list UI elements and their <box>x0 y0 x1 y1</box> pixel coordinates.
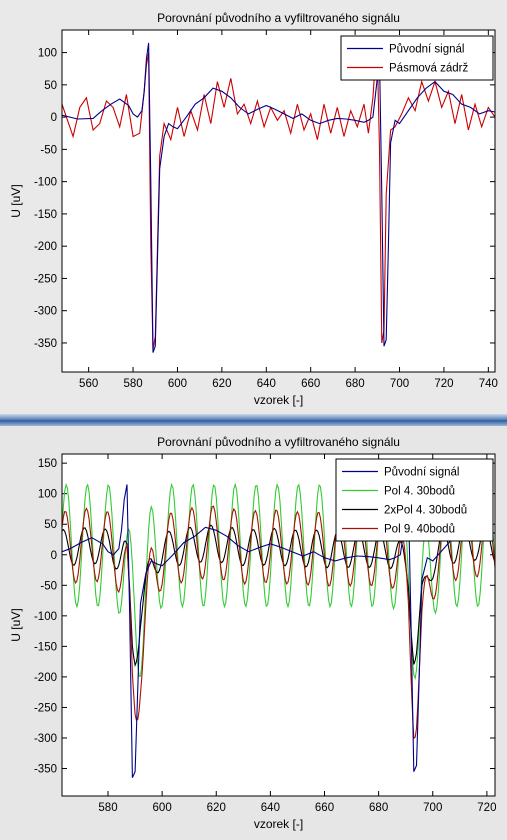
x-tick-label: 680 <box>369 802 388 814</box>
legend-box <box>340 35 494 81</box>
y-tick-label: -350 <box>34 764 57 776</box>
y-tick-label: -50 <box>40 580 57 592</box>
x-axis-label: vzorek [-] <box>254 393 303 407</box>
legend-label: Pol 4. 30bodů <box>384 486 455 498</box>
y-tick-label: -250 <box>34 273 57 285</box>
x-tick-label: 700 <box>390 378 409 390</box>
chart-title: Porovnání původního a vyfiltrovaného sig… <box>157 11 400 25</box>
chart-svg-top: Porovnání původního a vyfiltrovaného sig… <box>9 11 498 407</box>
y-axis-label: U [uV] <box>9 608 23 641</box>
series-line <box>62 484 495 778</box>
plot-frame <box>61 453 496 797</box>
y-tick-label: -150 <box>34 209 57 221</box>
series-line <box>62 52 495 350</box>
y-tick-label: 100 <box>38 489 57 501</box>
legend-label: Pol 9. 40bodů <box>384 524 455 536</box>
x-tick-label: 600 <box>168 378 187 390</box>
x-tick-label: 680 <box>346 378 365 390</box>
y-tick-label: -200 <box>34 241 57 253</box>
x-tick-label: 740 <box>479 378 498 390</box>
series-group <box>62 42 495 353</box>
x-tick-label: 620 <box>207 802 226 814</box>
chart-panel-top: Porovnání původního a vyfiltrovaného sig… <box>0 0 507 414</box>
plot-frame <box>61 29 496 373</box>
y-tick-label: 150 <box>38 458 57 470</box>
chart-svg-bottom: Porovnání původního a vyfiltrovaného sig… <box>9 435 496 831</box>
series-line <box>62 503 495 740</box>
x-tick-label: 580 <box>123 378 142 390</box>
y-tick-label: -100 <box>34 177 57 189</box>
window-divider[interactable] <box>0 414 507 426</box>
y-tick-label: 100 <box>38 48 57 60</box>
legend-label: Původní signál <box>389 44 464 56</box>
x-tick-label: 720 <box>477 802 496 814</box>
legend: Původní signál Pásmová zádrž <box>340 35 494 81</box>
x-axis-label: vzorek [-] <box>254 817 303 831</box>
y-tick-label: 0 <box>51 112 57 124</box>
legend-label: Pásmová zádrž <box>389 63 469 75</box>
chart-title: Porovnání původního a vyfiltrovaného sig… <box>157 435 400 449</box>
series-group <box>62 482 495 778</box>
y-tick-label: -50 <box>40 144 57 156</box>
x-tick-label: 600 <box>153 802 172 814</box>
legend: Původní signál Pol 4. 30bodů 2xPol 4. 30bo… <box>335 458 494 542</box>
x-tick-label: 660 <box>301 378 320 390</box>
chart-panel-bottom: Porovnání původního a vyfiltrovaného sig… <box>0 426 507 840</box>
x-tick-label: 640 <box>261 802 280 814</box>
y-tick-label: -300 <box>34 306 57 318</box>
plot-area <box>62 30 495 372</box>
x-tick-label: 620 <box>212 378 231 390</box>
x-tick-label: 640 <box>257 378 276 390</box>
x-tick-label: 560 <box>79 378 98 390</box>
y-tick-label: -100 <box>34 611 57 623</box>
x-tick-label: 660 <box>315 802 334 814</box>
series-line <box>62 524 495 668</box>
y-tick-label: -250 <box>34 702 57 714</box>
legend-box <box>335 458 494 542</box>
y-tick-label: -350 <box>34 338 57 350</box>
x-tick-label: 580 <box>98 802 117 814</box>
y-tick-label: -300 <box>34 733 57 745</box>
y-tick-label: 50 <box>44 80 57 92</box>
y-axis-label: U [uV] <box>9 184 23 217</box>
y-tick-label: -150 <box>34 641 57 653</box>
y-tick-label: -200 <box>34 672 57 684</box>
x-tick-label: 700 <box>423 802 442 814</box>
series-line <box>62 482 495 681</box>
series-line <box>62 42 495 353</box>
y-tick-label: 50 <box>44 519 57 531</box>
legend-label: 2xPol 4. 30bodů <box>384 505 467 517</box>
y-tick-label: 0 <box>51 550 57 562</box>
legend-label: Původní signál <box>384 467 459 479</box>
x-tick-label: 720 <box>434 378 453 390</box>
